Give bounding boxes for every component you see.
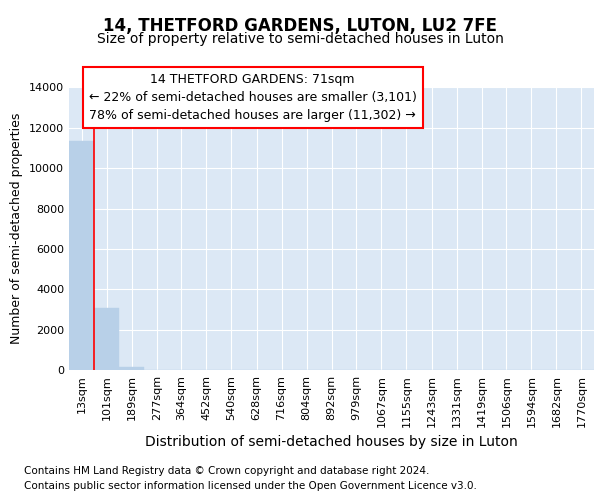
Text: 14 THETFORD GARDENS: 71sqm
← 22% of semi-detached houses are smaller (3,101)
78%: 14 THETFORD GARDENS: 71sqm ← 22% of semi… (89, 73, 416, 122)
Bar (69, 141, 94, 370)
Y-axis label: Number of semi-detached properties: Number of semi-detached properties (10, 113, 23, 344)
Bar (119, 367, 144, 370)
Bar (94, 308, 119, 370)
Text: Contains public sector information licensed under the Open Government Licence v3: Contains public sector information licen… (24, 481, 477, 491)
Text: 14, THETFORD GARDENS, LUTON, LU2 7FE: 14, THETFORD GARDENS, LUTON, LU2 7FE (103, 18, 497, 36)
X-axis label: Distribution of semi-detached houses by size in Luton: Distribution of semi-detached houses by … (145, 435, 518, 449)
Text: Size of property relative to semi-detached houses in Luton: Size of property relative to semi-detach… (97, 32, 503, 46)
Text: Contains HM Land Registry data © Crown copyright and database right 2024.: Contains HM Land Registry data © Crown c… (24, 466, 430, 476)
